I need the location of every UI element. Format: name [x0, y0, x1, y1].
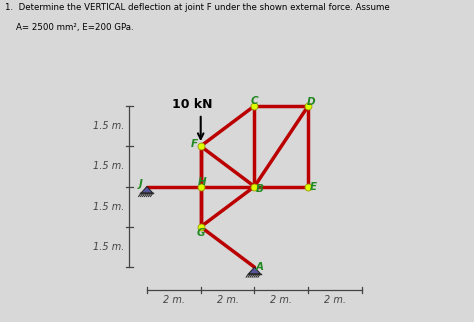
Text: 1.5 m.: 1.5 m. — [93, 242, 125, 252]
Polygon shape — [248, 267, 260, 274]
Polygon shape — [141, 186, 153, 193]
Text: C: C — [251, 96, 258, 106]
Text: 2 m.: 2 m. — [324, 295, 346, 305]
Text: J: J — [139, 179, 143, 189]
Text: 2 m.: 2 m. — [217, 295, 238, 305]
Text: 2 m.: 2 m. — [163, 295, 185, 305]
Text: 10 kN: 10 kN — [173, 98, 213, 111]
Text: A: A — [255, 262, 264, 272]
Text: G: G — [196, 228, 205, 238]
Text: B: B — [255, 184, 263, 194]
Text: 2 m.: 2 m. — [270, 295, 292, 305]
Text: D: D — [307, 97, 316, 107]
Text: E: E — [310, 182, 317, 192]
Text: 1.5 m.: 1.5 m. — [93, 121, 125, 131]
Text: A= 2500 mm², E=200 GPa.: A= 2500 mm², E=200 GPa. — [5, 23, 133, 32]
Text: 1.  Determine the VERTICAL deflection at joint F under the shown external force.: 1. Determine the VERTICAL deflection at … — [5, 3, 390, 12]
Text: 1.5 m.: 1.5 m. — [93, 202, 125, 212]
Text: H: H — [198, 177, 206, 187]
Text: F: F — [191, 139, 198, 149]
Text: 1.5 m.: 1.5 m. — [93, 161, 125, 171]
